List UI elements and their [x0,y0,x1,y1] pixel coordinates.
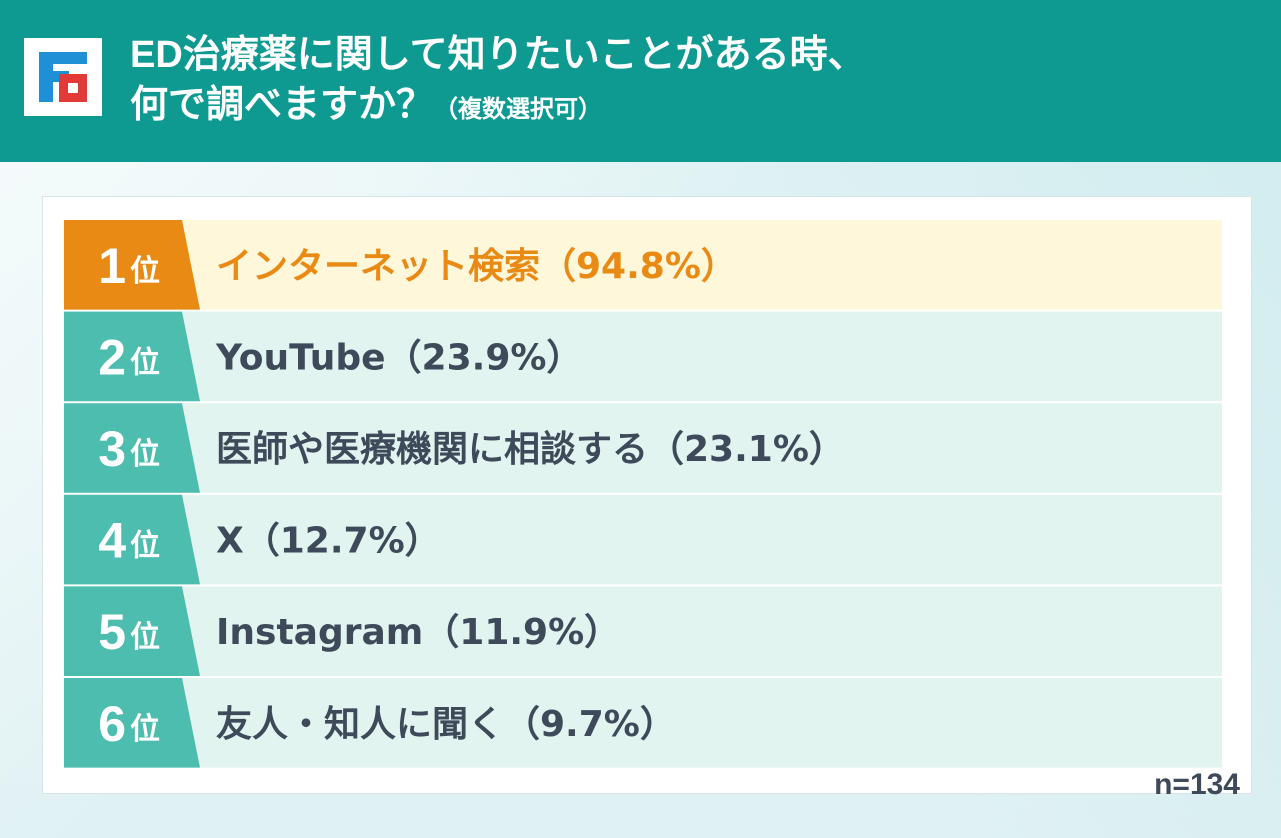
ranking-row [64,403,1222,493]
title-subnote: （複数選択可） [434,96,603,123]
rank-suffix: 位 [130,620,160,655]
ranking-row [64,311,1222,402]
ranking-label: Instagram（11.9%） [216,612,620,653]
rank-number: 4 [98,513,126,569]
rank-badge [64,494,200,585]
rank-badge [64,311,200,402]
ranking-label: 医師や医療機関に相談する（23.1%） [216,429,845,470]
rank-badge [64,586,200,676]
rank-number: 1 [98,238,126,294]
ranking-label: 友人・知人に聞く（9.7%） [216,704,676,745]
ranking-label: X（12.7%） [216,521,441,562]
rank-number: 6 [98,696,126,752]
ranking-row [64,494,1222,585]
rank-suffix: 位 [130,254,160,289]
brand-logo-icon [24,38,102,116]
ranking-row [64,678,1222,768]
header-banner: ED治療薬に関して知りたいことがある時、 何で調べますか？（複数選択可） [0,0,1281,162]
rank-number: 2 [98,329,126,385]
rank-suffix: 位 [130,345,160,380]
sample-size-note: n=134 [1154,768,1240,801]
ranking-label: インターネット検索（94.8%） [216,246,737,287]
rank-suffix: 位 [130,437,160,472]
title-question: 何で調べますか？ [130,84,435,126]
ranking-row [64,586,1222,676]
rank-suffix: 位 [130,712,160,747]
rank-badge [64,678,200,768]
rank-badge [64,403,200,493]
title-line-1: ED治療薬に関して知りたいことがある時、 [130,34,866,76]
rank-number: 3 [98,421,126,477]
rank-suffix: 位 [130,529,160,564]
rank-badge [64,220,200,310]
ranking-label: YouTube（23.9%） [215,337,582,378]
title-line-2: 何で調べますか？（複数選択可） [130,80,1250,135]
page-title: ED治療薬に関して知りたいことがある時、 何で調べますか？（複数選択可） [130,30,1250,135]
ranking-row [64,220,1222,310]
rank-number: 5 [98,604,126,660]
